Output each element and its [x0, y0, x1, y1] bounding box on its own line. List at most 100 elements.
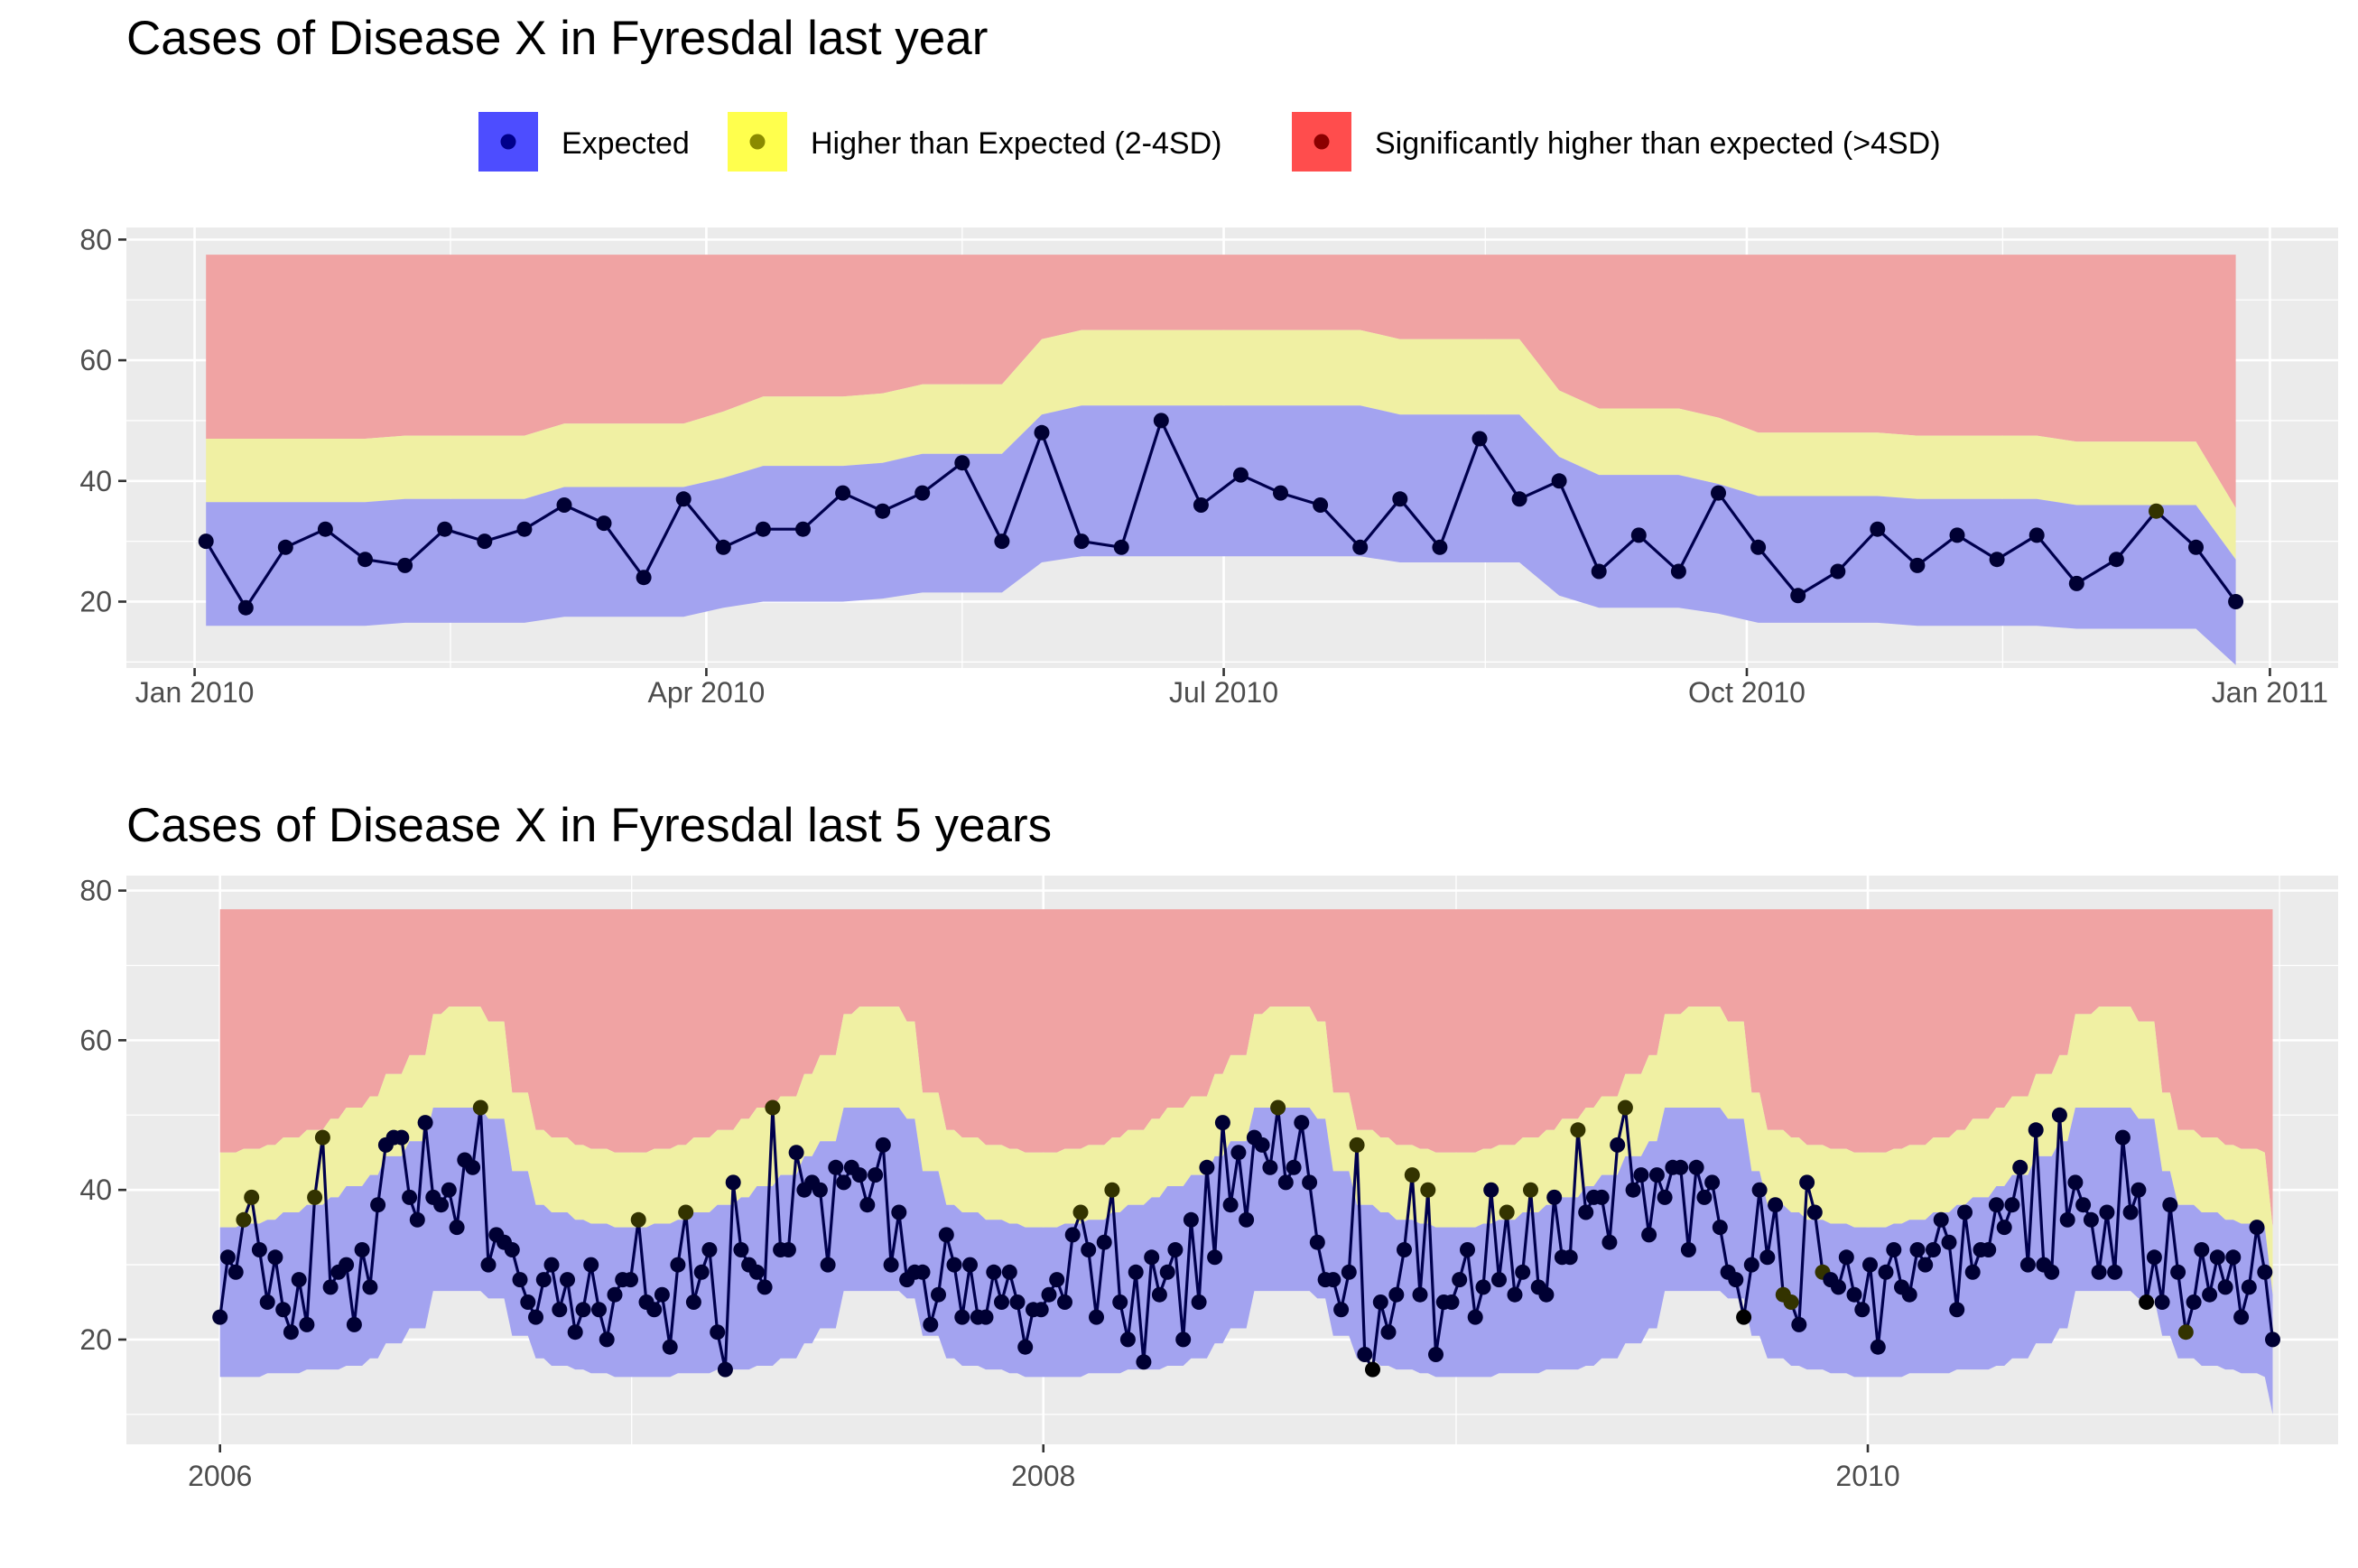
legend-dot-expected [500, 134, 516, 150]
data-point [2012, 1159, 2028, 1175]
data-point [1167, 1242, 1184, 1257]
band-higher-than-expected [219, 1007, 2273, 1295]
data-point [1712, 1220, 1728, 1236]
data-point [962, 1257, 978, 1273]
data-point [2131, 1182, 2147, 1198]
data-point [2099, 1204, 2115, 1220]
legend-dot-higher [749, 134, 766, 150]
legend-dot-significant [1314, 134, 1330, 150]
data-point [1768, 1197, 1784, 1213]
data-point [277, 539, 293, 555]
data-point [1467, 1309, 1483, 1325]
x-tick-label: Jan 2010 [135, 676, 255, 709]
data-point [715, 539, 731, 555]
data-point [914, 485, 931, 501]
data-point [875, 503, 891, 519]
data-point [654, 1286, 670, 1303]
data-point [623, 1272, 638, 1288]
data-point [1207, 1249, 1223, 1266]
data-point [1119, 1331, 1136, 1348]
data-point [1128, 1264, 1144, 1280]
y-tick-label: 60 [79, 344, 112, 376]
data-point [1831, 1279, 1846, 1295]
data-point [1670, 563, 1686, 580]
data-point [1153, 413, 1169, 429]
data-point [560, 1272, 575, 1288]
data-point [227, 1264, 244, 1280]
data-point [1444, 1294, 1460, 1310]
data-point [851, 1167, 868, 1183]
data-point [1949, 527, 1965, 543]
data-point [2122, 1204, 2139, 1220]
data-point [1325, 1272, 1341, 1288]
data-point [1392, 491, 1408, 507]
data-point [733, 1242, 749, 1257]
data-point [1790, 588, 1806, 604]
data-point [2194, 1242, 2210, 1257]
data-point [978, 1309, 994, 1325]
data-point [1254, 1137, 1270, 1153]
data-point [1593, 1189, 1610, 1205]
data-point [1214, 1115, 1230, 1131]
data-point [1357, 1347, 1373, 1362]
data-point [1222, 1197, 1239, 1213]
data-point [1309, 1234, 1325, 1250]
data-point [1049, 1272, 1065, 1288]
legend: Expected Higher than Expected (2-4SD) Si… [478, 112, 1941, 172]
data-point [1878, 1264, 1894, 1280]
panel-last-year: 20 40 60 80 Jan 2010 Apr 2010 Jul 2010 Oct 2010… [79, 223, 2338, 709]
data-point [1926, 1242, 1941, 1257]
data-point [2075, 1197, 2092, 1213]
data-point [1728, 1272, 1744, 1288]
data-point [1806, 1204, 1823, 1220]
data-point [1136, 1354, 1152, 1370]
data-point [1404, 1167, 1420, 1183]
data-point [693, 1264, 710, 1280]
data-point [504, 1242, 520, 1257]
data-point [1515, 1264, 1531, 1280]
legend-item-expected: Expected [478, 112, 690, 172]
data-point [1230, 1145, 1247, 1161]
data-point [2059, 1211, 2075, 1228]
data-point [2107, 1264, 2123, 1280]
data-point [938, 1227, 954, 1243]
data-point [1199, 1159, 1215, 1175]
y-tick-label: 40 [79, 465, 112, 497]
data-point [198, 533, 214, 550]
data-point [535, 1272, 552, 1288]
data-point [528, 1309, 543, 1325]
y-tick-label: 80 [79, 223, 112, 255]
data-point [346, 1316, 362, 1332]
x-tick-label: Jan 2011 [2212, 676, 2328, 709]
data-point [1523, 1182, 1538, 1198]
data-point [1294, 1115, 1310, 1131]
data-point [543, 1257, 560, 1273]
data-point [1072, 1204, 1089, 1220]
data-point [1909, 1242, 1926, 1257]
data-point [1239, 1211, 1255, 1228]
data-point [1302, 1174, 1318, 1191]
data-point [630, 1211, 646, 1228]
data-point [552, 1302, 568, 1318]
data-point [236, 1211, 252, 1228]
y-tick-label: 80 [79, 875, 112, 907]
data-point [1989, 552, 2005, 568]
data-point [1193, 497, 1209, 513]
data-point [1704, 1174, 1721, 1191]
data-point [1151, 1286, 1167, 1303]
data-point [1862, 1257, 1878, 1273]
data-point [1041, 1286, 1057, 1303]
data-point [1630, 527, 1647, 543]
data-point [755, 521, 771, 537]
data-point [1033, 1302, 1049, 1318]
data-point [1277, 1174, 1294, 1191]
data-point [599, 1331, 615, 1348]
data-point [2028, 527, 2045, 543]
data-point [1428, 1347, 1444, 1362]
data-point [1641, 1227, 1657, 1243]
band-expected [206, 405, 2236, 665]
data-point [1909, 557, 1926, 573]
data-point [2257, 1264, 2273, 1280]
data-point [402, 1189, 418, 1205]
